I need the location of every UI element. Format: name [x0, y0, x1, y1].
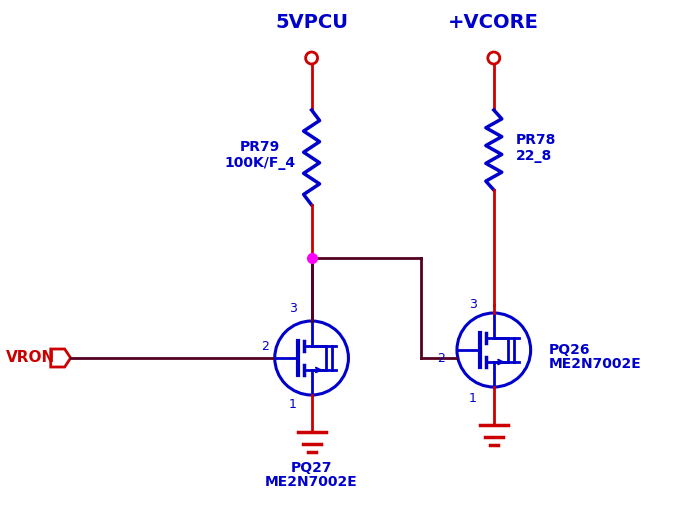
- Text: 2: 2: [261, 340, 269, 353]
- Text: 5VPCU: 5VPCU: [275, 12, 348, 32]
- Text: 3: 3: [289, 302, 296, 314]
- Text: 2: 2: [437, 352, 445, 365]
- Text: +VCORE: +VCORE: [448, 12, 539, 32]
- Text: VRON: VRON: [6, 351, 56, 366]
- Text: PQ27: PQ27: [291, 461, 333, 475]
- Text: 1: 1: [289, 398, 296, 412]
- Text: 1: 1: [469, 392, 477, 404]
- Text: PQ26: PQ26: [549, 343, 590, 357]
- Text: ME2N7002E: ME2N7002E: [549, 357, 641, 371]
- Text: 3: 3: [469, 298, 477, 311]
- Text: ME2N7002E: ME2N7002E: [265, 475, 358, 489]
- Text: PR79
100K/F_4: PR79 100K/F_4: [224, 140, 295, 170]
- Text: PR78
22_8: PR78 22_8: [515, 133, 556, 163]
